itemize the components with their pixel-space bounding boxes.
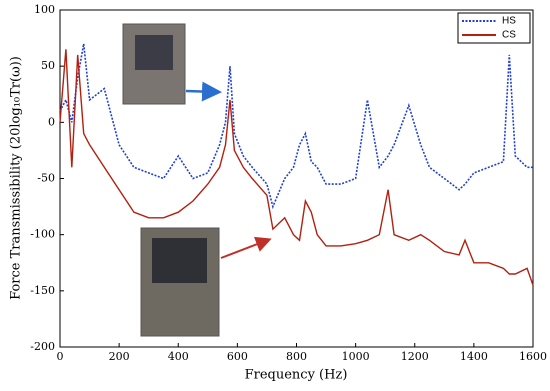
- series-line: [59, 49, 534, 286]
- x-tick-label: 1600: [519, 350, 547, 363]
- x-tick-label: 1200: [401, 350, 429, 363]
- x-tick-label: 1000: [342, 350, 370, 363]
- y-tick-label: 100: [34, 3, 55, 16]
- x-tick-label: 600: [227, 350, 248, 363]
- x-axis-label: Frequency (Hz): [245, 368, 348, 383]
- y-tick-label: 50: [41, 59, 55, 72]
- x-tick-label: 400: [168, 350, 189, 363]
- x-tick-label: 1400: [460, 350, 488, 363]
- legend-label: CS: [502, 30, 516, 41]
- legend-box: [457, 12, 531, 44]
- y-tick-label: -150: [30, 284, 55, 297]
- x-tick-label: 800: [286, 350, 307, 363]
- arrow: [220, 236, 272, 259]
- photo-detail: [152, 238, 207, 283]
- y-tick-label: 0: [48, 115, 55, 128]
- x-tick-label: 200: [109, 350, 130, 363]
- series-line: [59, 43, 533, 210]
- arrow: [185, 81, 222, 102]
- y-tick-label: -50: [37, 172, 55, 185]
- x-tick-label: 0: [57, 350, 64, 363]
- photo-detail: [135, 35, 173, 70]
- legend-label: HS: [502, 16, 516, 27]
- y-tick-label: -200: [30, 340, 55, 353]
- y-axis-label: Force Transmissibility (20log₁₀Tr(ω)): [9, 56, 24, 300]
- y-tick-label: -100: [30, 228, 55, 241]
